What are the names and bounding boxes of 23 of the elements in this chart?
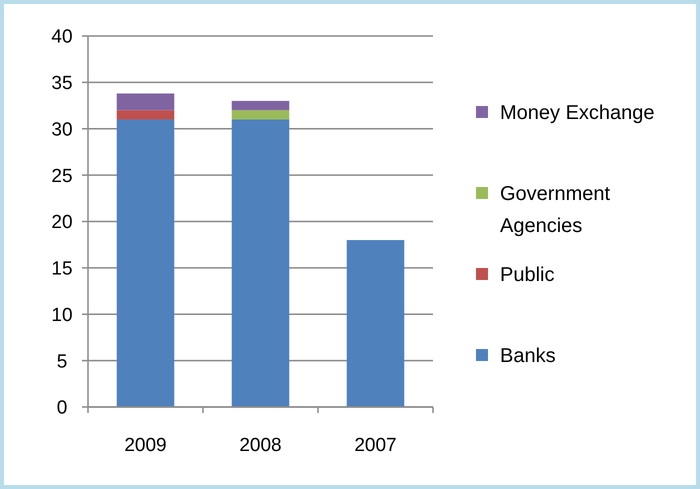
y-tick-label: 10 — [51, 304, 73, 326]
x-tick-label: 2008 — [239, 435, 282, 456]
y-tick-label: 20 — [51, 212, 73, 234]
bar — [232, 100, 290, 110]
y-tick-label: 0 — [56, 398, 68, 419]
bar — [232, 110, 290, 120]
legend-label: Government Agencies — [500, 183, 610, 237]
bar — [116, 119, 174, 407]
legend-label: Banks — [500, 345, 556, 367]
y-tick-label: 25 — [51, 166, 73, 187]
y-tick-label: 5 — [56, 351, 68, 372]
legend-label: Public — [500, 264, 554, 286]
legend-label: Money Exchange — [500, 102, 655, 124]
bar — [116, 110, 174, 120]
y-tick-label: 35 — [51, 73, 73, 94]
y-tick-label: 40 — [51, 26, 73, 48]
y-tick-label: 30 — [51, 119, 73, 140]
x-tick-label: 2007 — [354, 435, 397, 456]
bar — [346, 240, 404, 407]
bar — [232, 119, 290, 407]
y-tick-label: 15 — [51, 258, 73, 280]
bar — [116, 94, 174, 110]
x-tick-label: 2009 — [124, 435, 167, 456]
